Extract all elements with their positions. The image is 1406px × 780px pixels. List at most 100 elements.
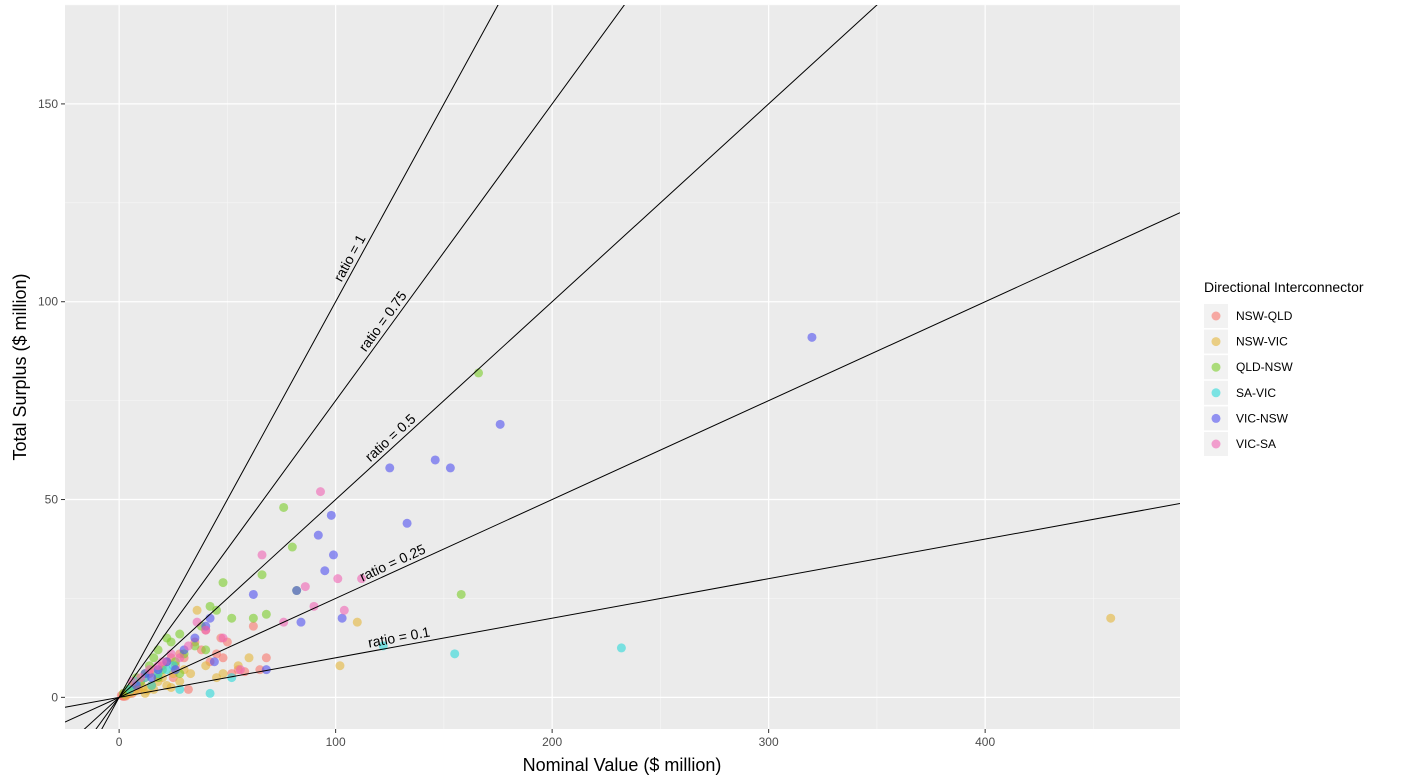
legend-title: Directional Interconnector <box>1204 279 1364 295</box>
data-point-vic-sa <box>339 605 349 615</box>
data-point-vic-sa <box>300 582 310 592</box>
minor-grid <box>65 4 1180 729</box>
data-point-sa-vic <box>162 665 172 675</box>
data-point-vic-nsw <box>385 463 395 473</box>
data-point-qld-nsw <box>201 645 211 655</box>
data-point-nsw-qld <box>183 684 193 694</box>
data-point-vic-nsw <box>248 589 258 599</box>
data-point-vic-nsw <box>147 673 157 683</box>
reference-line <box>101 5 499 729</box>
data-point-qld-nsw <box>153 645 163 655</box>
data-point-vic-nsw <box>328 550 338 560</box>
reference-line <box>95 5 625 729</box>
data-point-sa-vic <box>227 673 237 683</box>
data-point-vic-sa <box>166 649 176 659</box>
data-point-qld-nsw <box>227 613 237 623</box>
legend-label: VIC-NSW <box>1236 411 1289 425</box>
data-point-vic-sa <box>183 641 193 651</box>
data-point-vic-nsw <box>190 633 200 643</box>
data-point-nsw-qld <box>261 653 271 663</box>
x-axis-title: Nominal Value ($ million) <box>523 755 722 775</box>
data-point-vic-nsw <box>320 566 330 576</box>
legend-label: NSW-QLD <box>1236 309 1293 323</box>
plot-panel <box>65 5 1180 729</box>
data-point-sa-vic <box>205 688 215 698</box>
data-point-nsw-vic <box>186 669 196 679</box>
data-point-qld-nsw <box>257 570 267 580</box>
legend-key-vic-sa <box>1211 439 1221 449</box>
data-point-nsw-vic <box>335 661 345 671</box>
data-point-qld-nsw <box>205 601 215 611</box>
data-point-qld-nsw <box>149 653 159 663</box>
y-tick-label: 100 <box>38 295 58 309</box>
x-tick-label: 200 <box>542 735 562 749</box>
data-point-vic-nsw <box>296 617 306 627</box>
data-point-nsw-vic <box>175 677 185 687</box>
data-point-vic-sa <box>157 657 167 667</box>
reference-line <box>83 5 878 729</box>
data-point-qld-nsw <box>474 368 484 378</box>
data-point-vic-nsw <box>430 455 440 465</box>
x-tick-label: 300 <box>759 735 779 749</box>
legend-key-sa-vic <box>1211 388 1221 398</box>
data-point-sa-vic <box>450 649 460 659</box>
data-point-nsw-vic <box>201 661 211 671</box>
legend-key-nsw-qld <box>1211 311 1221 321</box>
data-point-vic-sa <box>357 574 367 584</box>
data-point-vic-nsw <box>170 665 180 675</box>
data-point-qld-nsw <box>279 502 289 512</box>
data-point-nsw-vic <box>244 653 254 663</box>
legend: Directional Interconnector NSW-QLD NSW-VI… <box>1204 279 1364 456</box>
legend-label: QLD-NSW <box>1236 360 1293 374</box>
data-point-qld-nsw <box>218 578 228 588</box>
legend-key-qld-nsw <box>1211 362 1221 372</box>
legend-label: SA-VIC <box>1236 386 1276 400</box>
data-point-vic-nsw <box>807 332 817 342</box>
data-point-nsw-vic <box>218 669 228 679</box>
data-point-qld-nsw <box>287 542 297 552</box>
data-point-qld-nsw <box>166 637 176 647</box>
reference-line <box>65 502 1180 708</box>
data-point-nsw-vic <box>140 688 150 698</box>
data-point-vic-nsw <box>313 530 323 540</box>
data-point-sa-vic <box>616 643 626 653</box>
x-tick-label: 0 <box>116 735 123 749</box>
data-point-nsw-qld <box>248 621 258 631</box>
y-tick-label: 50 <box>45 493 59 507</box>
data-point-vic-sa <box>201 625 211 635</box>
data-point-vic-nsw <box>445 463 455 473</box>
data-point-qld-nsw <box>175 629 185 639</box>
legend-key-nsw-vic <box>1211 337 1221 347</box>
x-tick-label: 100 <box>326 735 346 749</box>
data-point-vic-sa <box>257 550 267 560</box>
y-axis-title: Total Surplus ($ million) <box>10 273 30 460</box>
y-tick-label: 150 <box>38 97 58 111</box>
data-point-vic-nsw <box>205 613 215 623</box>
reference-lines <box>65 5 1180 729</box>
x-tick-label: 400 <box>975 735 995 749</box>
data-point-nsw-qld <box>218 653 228 663</box>
data-point-nsw-vic <box>352 617 362 627</box>
data-point-nsw-vic <box>1106 613 1116 623</box>
legend-key-vic-nsw <box>1211 413 1221 423</box>
data-point-vic-nsw <box>326 510 336 520</box>
data-point-vic-sa <box>333 574 343 584</box>
legend-label: VIC-SA <box>1236 437 1276 451</box>
x-axis-ticks: 0 100 200 300 400 <box>116 729 995 749</box>
y-tick-label: 0 <box>51 690 58 704</box>
data-point-nsw-vic <box>192 605 202 615</box>
data-point-vic-nsw <box>495 419 505 429</box>
data-point-vic-nsw <box>402 518 412 528</box>
data-point-vic-nsw <box>261 665 271 675</box>
data-point-vic-sa <box>235 665 245 675</box>
data-point-vic-sa <box>175 653 185 663</box>
legend-label: NSW-VIC <box>1236 335 1288 349</box>
data-point-qld-nsw <box>456 589 466 599</box>
data-point-vic-sa <box>192 617 202 627</box>
data-point-vic-sa <box>309 601 319 611</box>
data-point-vic-sa <box>315 487 325 497</box>
data-point-qld-nsw <box>190 641 200 651</box>
data-point-vic-nsw <box>209 657 219 667</box>
y-axis-ticks: 0 50 100 150 <box>38 97 65 704</box>
